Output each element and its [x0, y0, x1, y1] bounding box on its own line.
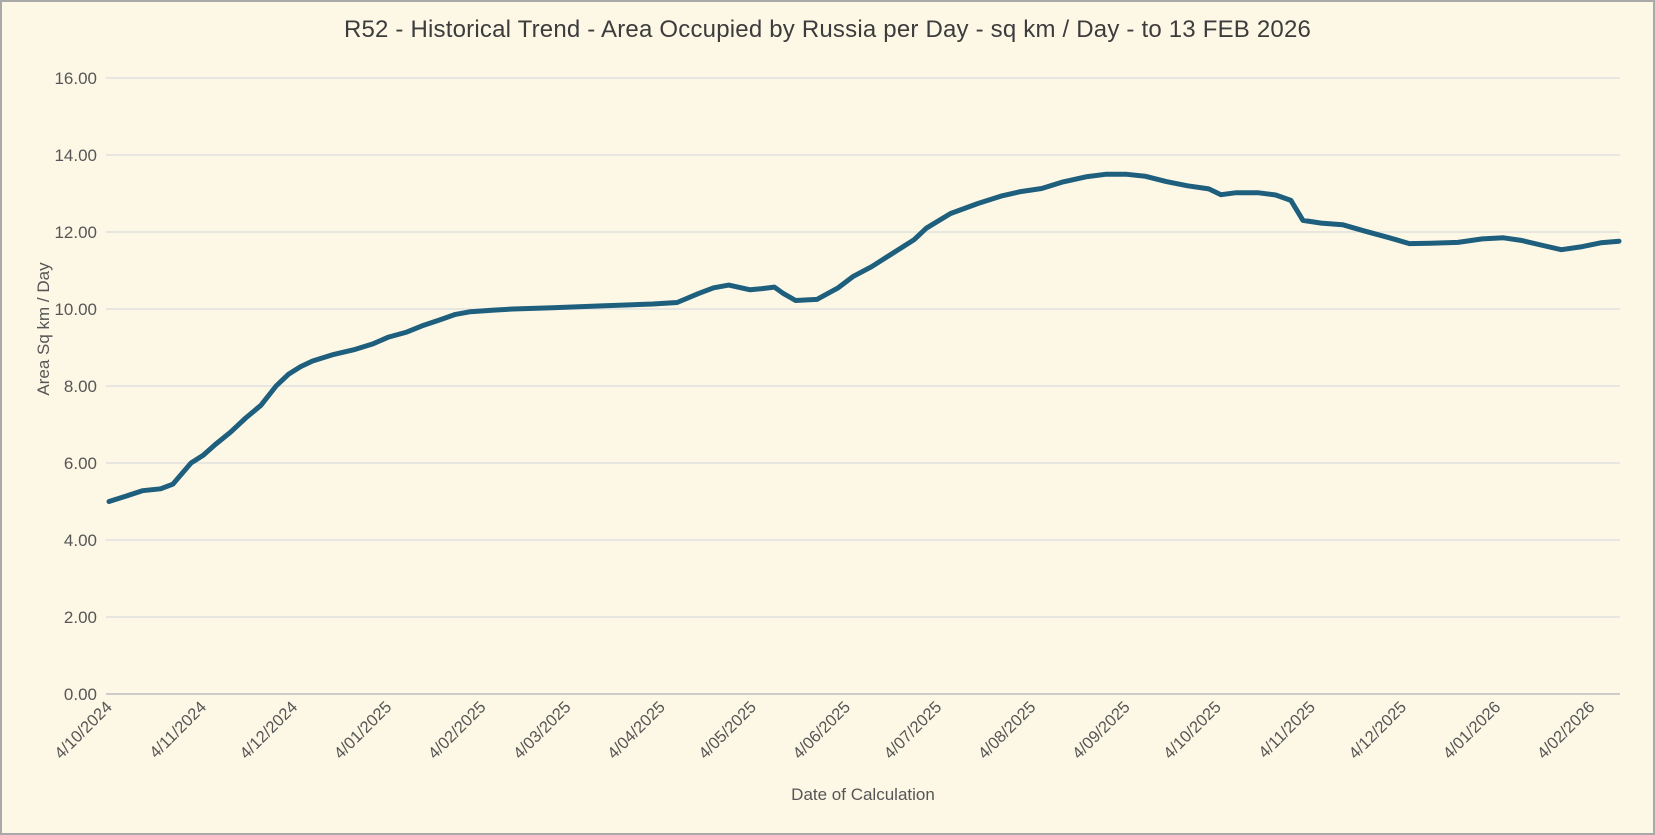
trend-line-series — [106, 171, 1622, 504]
x-tick-label: 4/06/2025 — [789, 698, 854, 763]
y-tick-label: 10.00 — [54, 300, 97, 319]
y-tick-label: 6.00 — [64, 454, 97, 473]
x-tick-label: 4/10/2025 — [1160, 698, 1225, 763]
x-tick-label: 4/08/2025 — [975, 698, 1040, 763]
y-tick-labels: 0.00 2.00 4.00 6.00 8.00 10.00 12.00 14.00 16.00 — [54, 69, 97, 704]
x-tick-label: 4/02/2026 — [1534, 698, 1599, 763]
x-tick-label: 4/12/2025 — [1345, 698, 1410, 763]
x-tick-label: 4/11/2024 — [146, 698, 210, 762]
y-tick-label: 0.00 — [64, 685, 97, 704]
x-tick-label: 4/10/2024 — [51, 698, 116, 763]
x-tick-label: 4/05/2025 — [695, 698, 760, 763]
x-tick-label: 4/03/2025 — [510, 698, 575, 763]
y-gridlines — [106, 77, 1620, 695]
y-tick-label: 8.00 — [64, 377, 97, 396]
x-tick-label: 4/01/2026 — [1440, 698, 1505, 763]
x-tick-label: 4/02/2025 — [425, 698, 490, 763]
x-tick-label: 4/12/2024 — [237, 698, 302, 763]
x-tick-labels: 4/10/2024 4/11/2024 4/12/2024 4/01/2025 4/02… — [51, 698, 1598, 763]
y-tick-label: 2.00 — [64, 608, 97, 627]
x-tick-label: 4/09/2025 — [1069, 698, 1134, 763]
x-tick-label: 4/04/2025 — [604, 698, 669, 763]
chart-title: R52 - Historical Trend - Area Occupied b… — [343, 16, 1312, 43]
y-axis-title: Area Sq km / Day — [34, 262, 53, 396]
x-tick-label: 4/07/2025 — [881, 698, 946, 763]
x-tick-label: 4/11/2025 — [1255, 698, 1319, 762]
x-tick-label: 4/01/2025 — [331, 698, 396, 763]
y-tick-label: 12.00 — [54, 223, 97, 242]
x-axis-title: Date of Calculation — [791, 785, 935, 804]
y-tick-label: 14.00 — [54, 146, 97, 165]
y-tick-label: 4.00 — [64, 531, 97, 550]
y-tick-label: 16.00 — [54, 69, 97, 88]
